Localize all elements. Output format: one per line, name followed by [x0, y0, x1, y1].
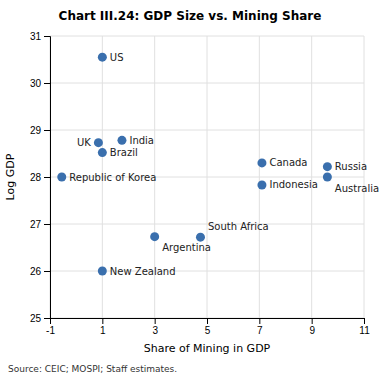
y-axis: 25 26 27 28 29 30 31 — [30, 31, 51, 324]
x-axis-title: Share of Mining in GDP — [144, 342, 271, 355]
tick-mark — [44, 318, 50, 319]
tick-mark — [102, 318, 103, 324]
tick-label: 28 — [30, 172, 42, 183]
tick: 30 — [30, 78, 50, 89]
point — [94, 138, 103, 147]
axis-line — [51, 319, 365, 325]
x-axis: -1 1 3 5 7 9 11 — [46, 318, 370, 336]
tick: 7 — [257, 318, 263, 336]
tick-mark — [44, 130, 50, 131]
tick: 29 — [30, 125, 50, 136]
tick-mark — [44, 36, 50, 37]
tick: 31 — [30, 31, 50, 42]
title: Chart III.24: GDP Size vs. Mining Share — [59, 9, 322, 23]
point — [98, 267, 107, 276]
tick-mark — [44, 271, 50, 272]
point-label: US — [110, 52, 124, 63]
tick-label: 11 — [359, 325, 370, 336]
tick-label: 7 — [257, 325, 263, 336]
tick-label: 26 — [30, 266, 42, 277]
tick-label: 27 — [30, 219, 42, 230]
tick-mark — [44, 224, 50, 225]
point — [323, 173, 332, 182]
tick-mark — [44, 83, 50, 84]
point-labels: US UK IndiaBrazil Republic of Korea Canada Ru… — [69, 52, 379, 277]
tick-label: 3 — [152, 325, 158, 336]
tick: 3 — [152, 318, 158, 336]
grid-line — [50, 36, 364, 37]
points — [57, 53, 332, 276]
tick-label: 5 — [205, 325, 211, 336]
point — [150, 232, 159, 241]
point-label: Canada — [269, 157, 307, 168]
point-label: India — [129, 135, 154, 146]
point-label: UK — [77, 137, 91, 148]
point-label: Republic of Korea — [69, 172, 156, 183]
tick-mark — [259, 318, 260, 324]
tick-label: 30 — [30, 78, 42, 89]
point-label: Brazil — [110, 147, 138, 158]
tick: -1 — [46, 318, 55, 336]
tick: 11 — [359, 318, 370, 336]
point — [117, 136, 126, 145]
tick: 5 — [205, 318, 211, 336]
point — [98, 148, 107, 157]
tick: 9 — [309, 318, 315, 336]
grid-line — [50, 83, 364, 84]
chart: -1 1 3 5 7 9 11 25 26 27 28 29 30 31 US UK IndiaBrazil Re… — [0, 0, 380, 380]
tick: 25 — [30, 313, 50, 324]
point — [257, 180, 266, 189]
tick-label: 29 — [30, 125, 42, 136]
tick-mark — [155, 318, 156, 324]
point-label: Russia — [335, 161, 367, 172]
tick: 1 — [100, 318, 106, 336]
tick-label: 9 — [309, 325, 315, 336]
plot-area: -1 1 3 5 7 9 11 25 26 27 28 29 30 31 US UK IndiaBrazil Re… — [30, 31, 379, 336]
grid-line — [50, 271, 364, 272]
source-note: Source: CEIC; MOSPI; Staff estimates. — [8, 364, 177, 374]
point-label: New Zealand — [110, 266, 176, 277]
grid-line — [50, 130, 364, 131]
tick-mark — [312, 318, 313, 324]
grid — [50, 36, 364, 318]
point — [257, 158, 266, 167]
axis-line — [44, 37, 51, 319]
tick-label: 25 — [30, 313, 42, 324]
point — [57, 173, 66, 182]
tick: 27 — [30, 219, 50, 230]
point-label: Australia — [335, 183, 379, 194]
point-label: Argentina — [162, 242, 211, 253]
tick: 28 — [30, 172, 50, 183]
y-axis-title: Log GDP — [4, 153, 17, 200]
tick-label: 1 — [100, 325, 106, 336]
tick-label: -1 — [46, 325, 55, 336]
tick-mark — [207, 318, 208, 324]
tick-mark — [44, 177, 50, 178]
tick-mark — [364, 318, 365, 324]
point — [196, 233, 205, 242]
tick: 26 — [30, 266, 50, 277]
point — [323, 162, 332, 171]
point-label: South Africa — [208, 221, 269, 232]
point-label: Indonesia — [269, 179, 317, 190]
tick-label: 31 — [30, 31, 42, 42]
point — [98, 53, 107, 62]
